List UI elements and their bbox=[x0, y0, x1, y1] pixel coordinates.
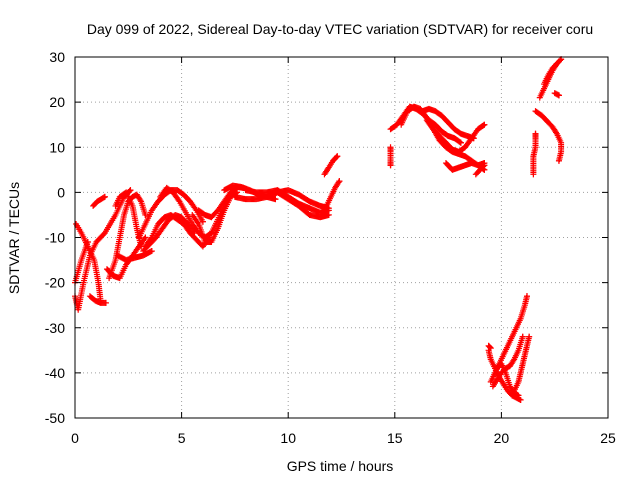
data-point bbox=[557, 57, 564, 64]
y-tick-label: -30 bbox=[45, 320, 65, 336]
data-point bbox=[324, 165, 331, 172]
data-point bbox=[517, 396, 524, 403]
y-tick-label: 20 bbox=[49, 94, 65, 110]
series-arc-06 bbox=[106, 191, 149, 282]
axis-ticks bbox=[74, 56, 609, 419]
data-point bbox=[126, 188, 133, 195]
series-arc-03 bbox=[72, 239, 91, 286]
series-arc-37 bbox=[536, 56, 565, 101]
series-arc-38 bbox=[541, 60, 560, 88]
x-tick-label: 0 bbox=[71, 430, 79, 446]
series-arc-34 bbox=[485, 342, 494, 352]
data-point bbox=[552, 61, 559, 68]
y-tick-label: -40 bbox=[45, 365, 65, 381]
series-arc-01 bbox=[73, 220, 104, 304]
data-point bbox=[336, 178, 343, 185]
series-arc-10 bbox=[135, 187, 206, 241]
data-marks bbox=[72, 56, 565, 403]
data-point bbox=[142, 234, 149, 241]
series-arc-39 bbox=[551, 90, 562, 99]
data-point bbox=[481, 121, 488, 128]
series-arc-05 bbox=[90, 193, 108, 209]
data-point bbox=[487, 345, 494, 352]
y-tick-label: -10 bbox=[45, 230, 65, 246]
x-tick-label: 15 bbox=[387, 430, 403, 446]
x-axis-label: GPS time / hours bbox=[287, 458, 394, 474]
y-tick-label: 0 bbox=[57, 184, 65, 200]
y-tick-label: 10 bbox=[49, 139, 65, 155]
data-point bbox=[175, 197, 182, 204]
data-point bbox=[481, 162, 488, 169]
data-point bbox=[523, 293, 530, 300]
data-point bbox=[457, 139, 464, 146]
data-point bbox=[456, 139, 463, 146]
data-point bbox=[127, 187, 134, 194]
x-tick-label: 25 bbox=[600, 430, 616, 446]
data-point bbox=[334, 153, 341, 160]
y-tick-label: 30 bbox=[49, 49, 65, 65]
y-axis-label: SDTVAR / TECUs bbox=[6, 182, 22, 294]
y-tick-label: -50 bbox=[45, 410, 65, 426]
data-point bbox=[553, 60, 560, 67]
data-point bbox=[532, 130, 539, 137]
data-point bbox=[510, 357, 517, 364]
data-point bbox=[100, 194, 107, 201]
data-point bbox=[526, 333, 533, 340]
data-point bbox=[102, 299, 109, 306]
data-point bbox=[272, 196, 279, 203]
y-tick-label: -20 bbox=[45, 275, 65, 291]
series-arc-24 bbox=[419, 105, 477, 142]
series-arc-33 bbox=[511, 333, 533, 394]
series-arc-14 bbox=[189, 189, 241, 246]
series-arc-30 bbox=[487, 293, 530, 385]
series-arc-36 bbox=[532, 108, 565, 164]
data-point bbox=[499, 379, 506, 386]
data-point bbox=[147, 235, 154, 242]
data-point bbox=[470, 135, 477, 142]
data-point bbox=[148, 248, 155, 255]
data-point bbox=[199, 218, 206, 225]
data-point bbox=[552, 129, 559, 136]
series-arc-35 bbox=[530, 130, 539, 178]
chart-title: Day 099 of 2022, Sidereal Day-to-day VTE… bbox=[87, 21, 593, 37]
data-point bbox=[519, 333, 526, 340]
data-point bbox=[387, 162, 394, 169]
x-tick-label: 10 bbox=[280, 430, 296, 446]
x-tick-labels: 0 5 10 15 20 25 bbox=[71, 430, 616, 446]
data-point bbox=[515, 392, 522, 399]
data-point bbox=[142, 211, 149, 218]
x-tick-label: 20 bbox=[494, 430, 510, 446]
data-point bbox=[555, 157, 562, 164]
series-arc-21 bbox=[321, 153, 341, 178]
series-arc-02 bbox=[72, 187, 134, 313]
series-arc-20 bbox=[323, 178, 343, 209]
series-arc-12 bbox=[142, 211, 213, 250]
series-arc-26 bbox=[387, 144, 394, 169]
data-point bbox=[555, 92, 562, 99]
data-point bbox=[137, 197, 144, 204]
data-point bbox=[335, 179, 342, 186]
series-arc-28 bbox=[472, 162, 488, 178]
data-point bbox=[101, 193, 108, 200]
y-tick-labels: -50 -40 -30 -20 -10 0 10 20 30 bbox=[45, 49, 65, 426]
series-arc-19 bbox=[274, 189, 332, 221]
x-tick-label: 5 bbox=[178, 430, 186, 446]
data-point bbox=[325, 211, 332, 218]
series-arc-04 bbox=[86, 293, 109, 306]
data-point bbox=[333, 154, 340, 161]
series-arc-31 bbox=[489, 333, 526, 390]
data-point bbox=[480, 122, 487, 129]
series-arc-09 bbox=[112, 189, 145, 250]
data-point bbox=[480, 163, 487, 170]
data-point bbox=[84, 239, 91, 246]
data-point bbox=[487, 344, 494, 351]
series-arc-27 bbox=[442, 160, 488, 173]
